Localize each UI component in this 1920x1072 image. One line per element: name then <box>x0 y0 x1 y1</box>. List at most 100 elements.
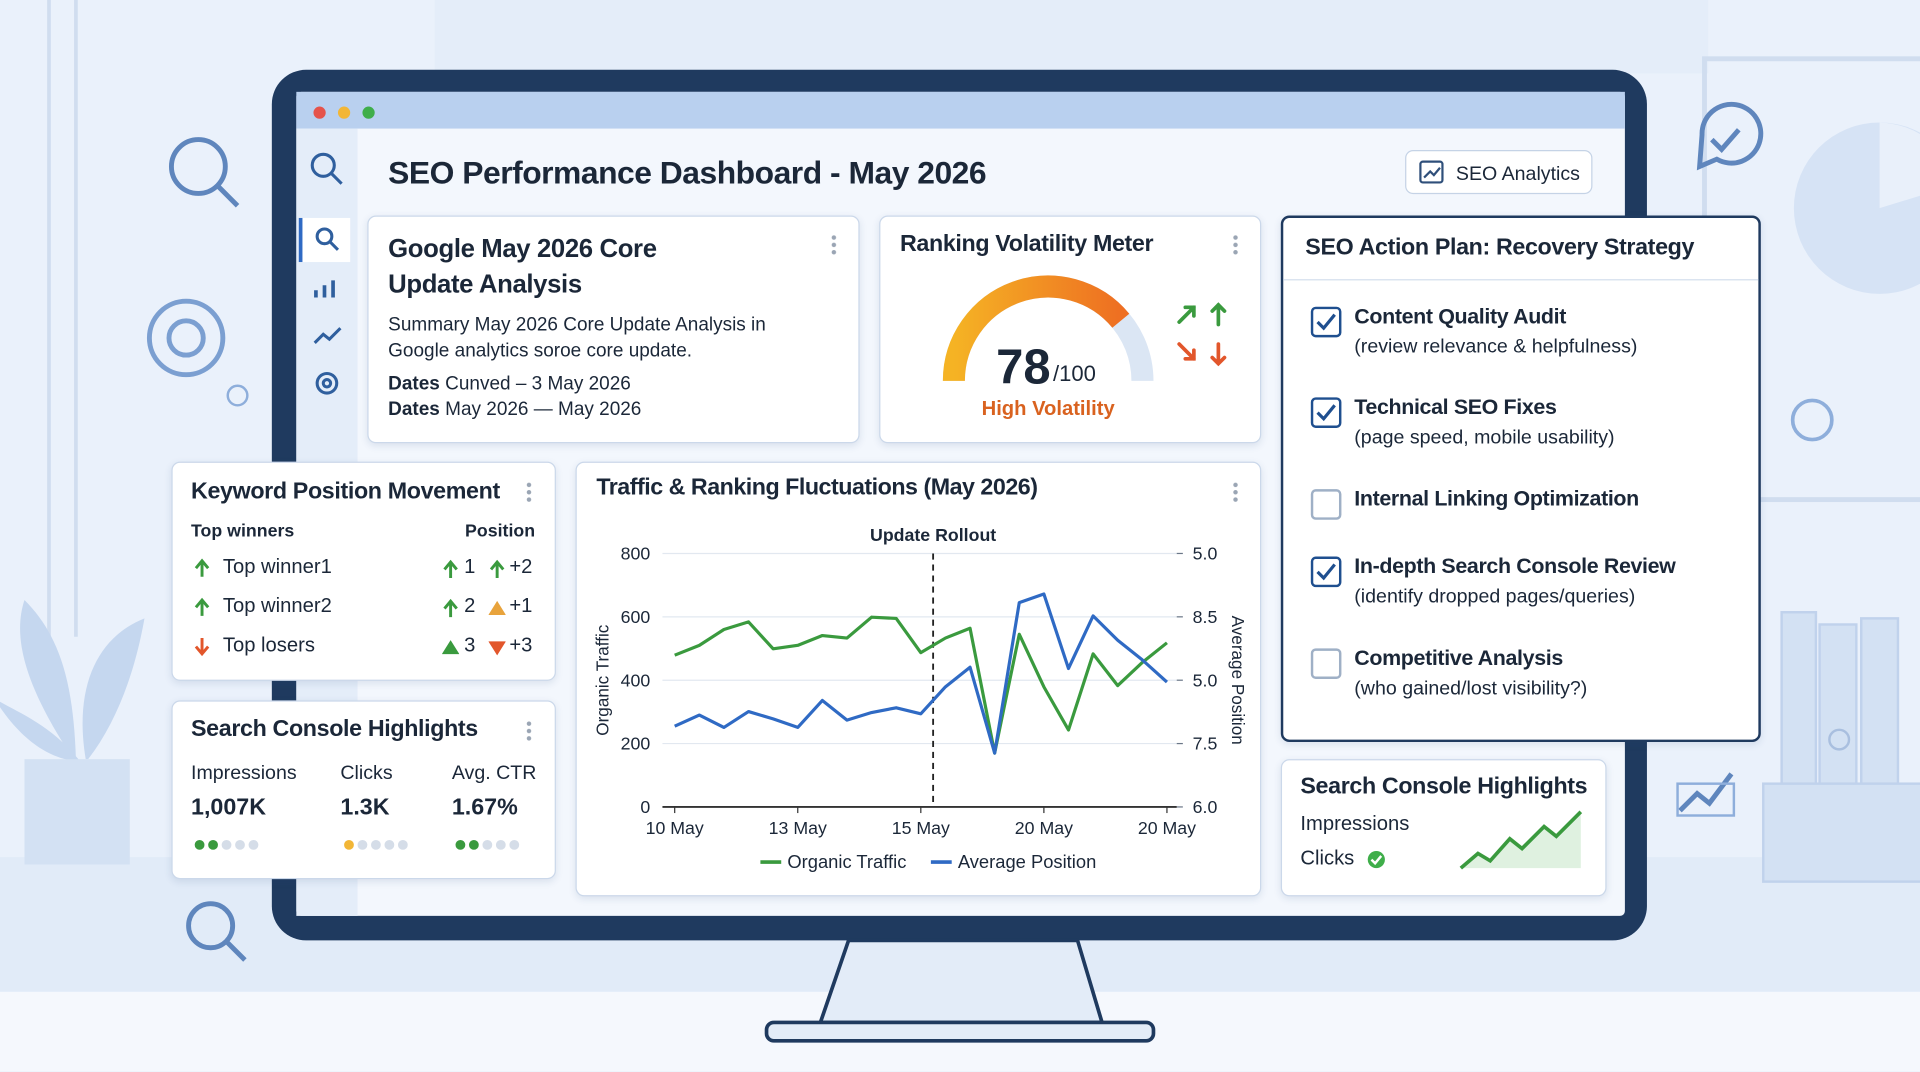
button-label[interactable]: SEO Analytics <box>1456 163 1580 185</box>
keyword-name: Top winner2 <box>222 595 332 618</box>
item-title: Competitive Analysis <box>1354 645 1563 670</box>
checkbox-box <box>1310 648 1342 679</box>
divider <box>1283 279 1759 281</box>
item-detail: (review relevance & helpfulness) <box>1354 336 1638 358</box>
search-console-card-2: Search Console Highlights Impressions Cl… <box>1280 759 1607 897</box>
gauge: 78/100 High Volatility <box>942 275 1227 420</box>
item: Impressions <box>1300 813 1410 836</box>
checkbox <box>1310 648 1342 679</box>
icon <box>488 600 506 615</box>
date-text: May 2026 — May 2026 <box>445 399 642 421</box>
icon <box>489 559 505 578</box>
item-detail: (page speed, mobile usability) <box>1354 427 1615 449</box>
card-title: Search Console Highlights <box>191 716 478 743</box>
checkbox <box>1310 306 1342 338</box>
item-detail: (identify dropped pages/queries) <box>1354 586 1636 608</box>
series-line <box>674 592 1169 755</box>
indicator-dot <box>384 840 395 850</box>
icon-shape <box>488 600 506 615</box>
checkbox-box <box>1310 306 1342 338</box>
y-tick-label: 0 <box>640 797 650 817</box>
indicator-dot <box>482 840 493 850</box>
indicator-dot <box>194 840 205 850</box>
card-title: Keyword Position Movement <box>191 478 500 505</box>
indicator-dot <box>221 840 232 850</box>
metric-value: 1,007K <box>191 794 267 821</box>
icon <box>194 637 210 657</box>
line-chart: Traffic & Ranking Fluctuations (May 2026… <box>593 474 1248 872</box>
date-text: Cunved – 3 May 2026 <box>445 373 631 395</box>
column-header: Position <box>465 521 536 542</box>
position: 1 <box>464 555 476 578</box>
indicator-dot <box>357 840 368 850</box>
indicator <box>344 840 408 850</box>
y2-tick-label: 6.0 <box>1193 797 1218 817</box>
checkmark <box>1316 563 1336 581</box>
indicator-dot <box>455 840 466 850</box>
checkbox-box <box>1310 556 1342 588</box>
menu[interactable] <box>1233 481 1238 504</box>
menu[interactable] <box>526 481 532 504</box>
indicator-dot <box>495 840 506 850</box>
change: +3 <box>509 634 533 657</box>
checkbox <box>1310 489 1342 520</box>
checkmark <box>1316 404 1336 422</box>
y-axis-label: Organic Traffic <box>593 624 613 735</box>
search-console-card: Search Console Highlights Impressions 1,0… <box>171 700 556 880</box>
indicator-dot <box>371 840 381 850</box>
checkbox <box>1310 397 1342 428</box>
icon <box>442 640 460 655</box>
change: +2 <box>509 555 533 578</box>
card-title: Search Console Highlights <box>1300 773 1588 800</box>
y-tick-label: 200 <box>621 734 651 754</box>
menu[interactable] <box>526 720 532 743</box>
item-title: Content Quality Audit <box>1354 303 1567 329</box>
metric-value: 1.3K <box>340 794 390 821</box>
indicator-dot <box>248 840 259 850</box>
x-tick-label: 20 May <box>1138 818 1196 838</box>
y2-tick-label: 7.5 <box>1193 734 1218 754</box>
dashboard-title: SEO Performance Dashboard - May 2026 <box>388 155 986 191</box>
y2-tick-label: 5.0 <box>1193 670 1218 690</box>
icon <box>194 558 210 577</box>
checkbox-box <box>1310 489 1342 520</box>
core-update-card: Google May 2026 Core Update Analysis Sum… <box>367 215 860 444</box>
card-title: Google May 2026 Core Update Analysis <box>388 235 657 299</box>
menu[interactable] <box>1233 233 1238 256</box>
item-title: Technical SEO Fixes <box>1354 394 1557 419</box>
legend-label: Average Position <box>958 851 1096 872</box>
icon-shape <box>488 641 506 656</box>
indicator-dot <box>468 840 479 850</box>
icon <box>443 559 458 578</box>
icon-shape <box>194 558 210 577</box>
indicator-dot <box>235 840 245 850</box>
gauge-value <box>942 275 1130 382</box>
change: +1 <box>509 595 533 618</box>
y-tick-label: 600 <box>621 607 651 627</box>
item-title: Internal Linking Optimization <box>1354 486 1639 511</box>
menu[interactable] <box>831 233 837 256</box>
column-header: Top winners <box>191 521 295 542</box>
y-tick-label: 800 <box>621 544 651 564</box>
y2-tick-label: 5.0 <box>1193 544 1218 564</box>
score: 78 <box>996 340 1050 394</box>
indicator-dot <box>397 840 408 850</box>
item-detail: (who gained/lost visibility?) <box>1354 678 1588 700</box>
x-tick-label: 13 May <box>769 818 827 838</box>
x-tick-label: 20 May <box>1015 818 1073 838</box>
chart-title: Traffic & Ranking Fluctuations (May 2026… <box>596 474 1037 500</box>
indicator <box>455 840 520 850</box>
icon-shape <box>489 559 505 578</box>
card-title: SEO Action Plan: Recovery Strategy <box>1305 235 1695 261</box>
status: High Volatility <box>982 398 1116 420</box>
chart-card: Traffic & Ranking Fluctuations (May 2026… <box>575 461 1262 897</box>
metric-value: 1.67% <box>451 794 518 821</box>
date-row: Dates May 2026 — May 2026 <box>388 399 641 421</box>
indicator <box>194 840 259 850</box>
card-title: Ranking Volatility Meter <box>900 231 1154 258</box>
metric-label: Avg. CTR <box>451 762 537 784</box>
icon-shape <box>443 559 458 578</box>
keyword-name: Top losers <box>222 634 315 657</box>
